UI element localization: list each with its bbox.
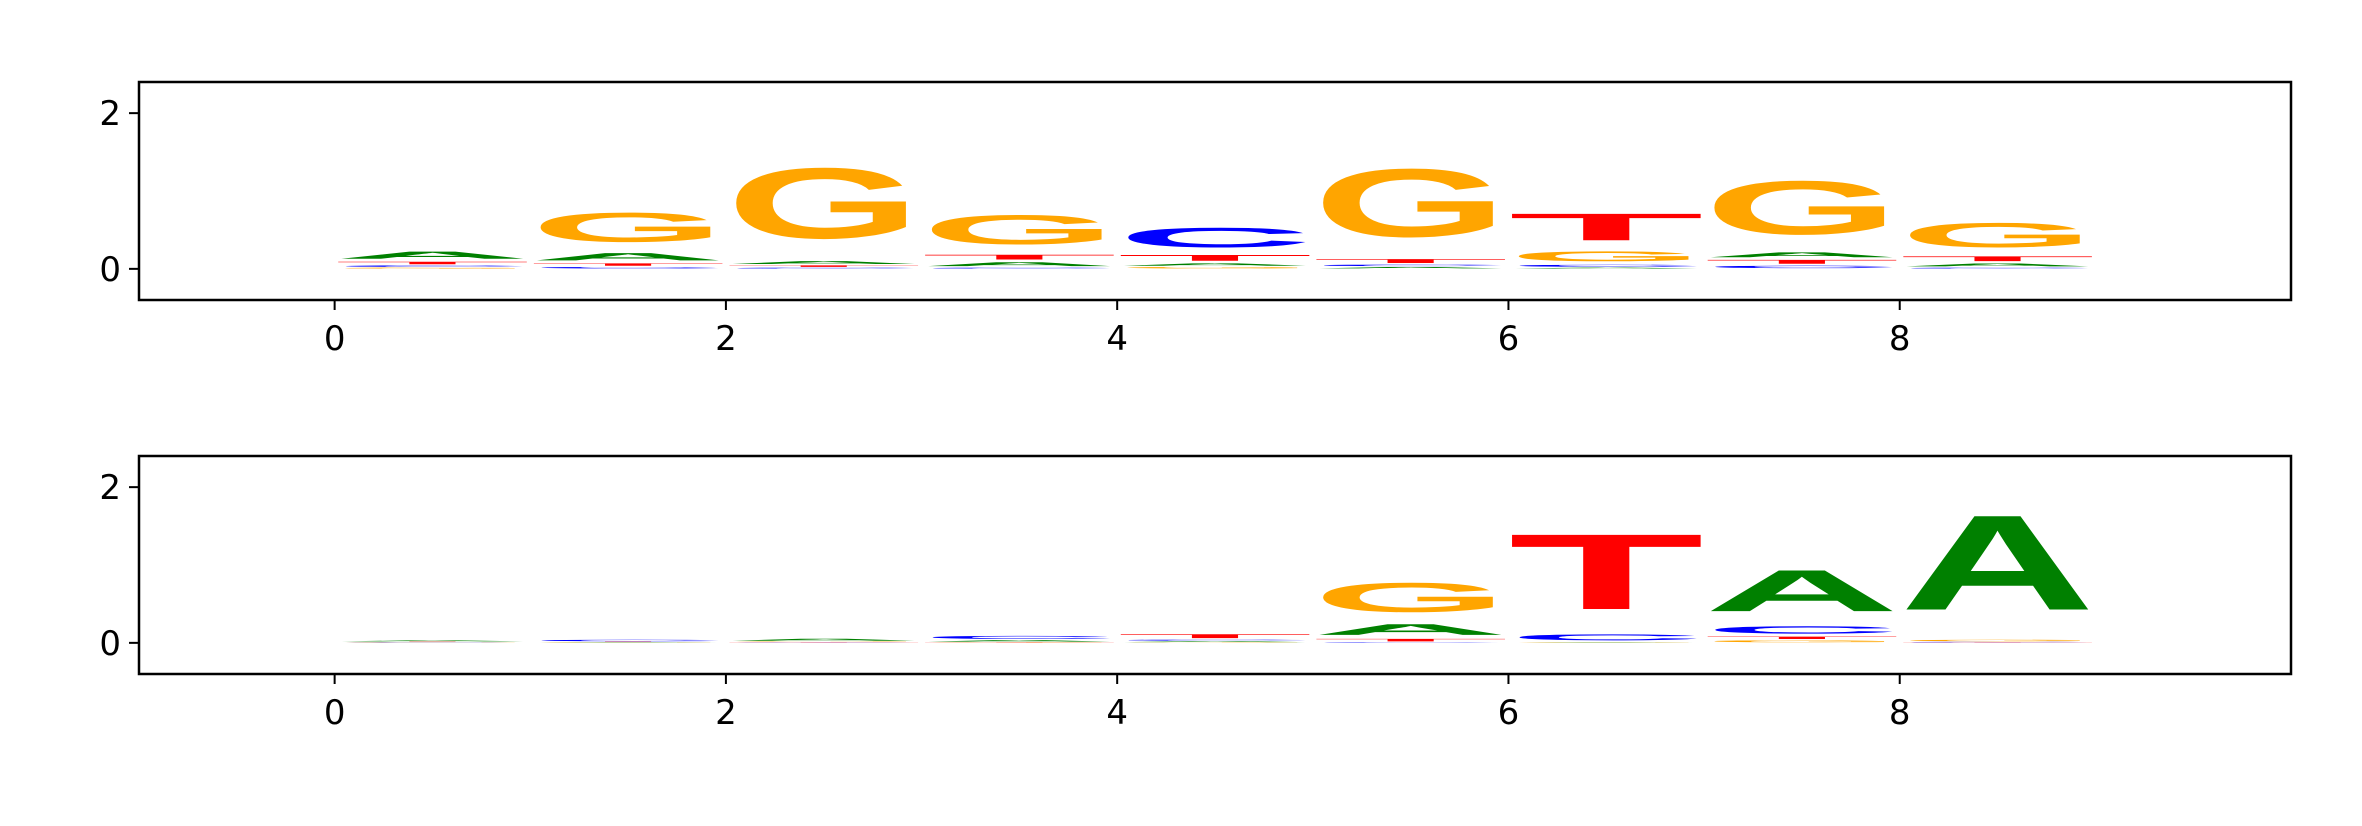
x-tick-label: 8 [1889,319,1911,359]
y-tick-label: 2 [99,468,121,508]
letter-glyph: G [726,147,922,260]
letter-glyph: G [726,641,922,642]
axes-frame [137,80,2293,302]
y-tick-label: 0 [99,250,121,290]
letter-glyph: G [922,207,1118,254]
letter-glyph: T [1900,255,2096,263]
axes-frame [137,454,2293,676]
x-tick-label: 8 [1889,693,1911,733]
letter-glyph: C [530,267,726,269]
y-tick-label: 2 [99,94,121,134]
letter-glyph: T [1704,636,1900,640]
letter-glyph: A [1900,487,2096,638]
letter-glyph: G [1900,216,2096,255]
letter-glyph: C [1313,264,1509,266]
letter-glyph: A [922,640,1118,642]
letter-glyph: C [1704,624,1900,636]
letter-glyph: C [530,639,726,641]
letter-glyph: G [530,204,726,251]
letter-glyph: G [1313,149,1509,258]
letter-glyph: G [1900,639,2096,641]
x-tick-label: 0 [324,319,346,359]
x-tick-label: 4 [1106,319,1128,359]
letter-glyph: G [1508,249,1704,265]
x-tick-label: 0 [324,693,346,733]
letter-glyph: A [1508,267,1704,269]
letter-glyph: A [335,640,531,642]
x-tick-label: 6 [1498,693,1520,733]
letter-glyph: A [1704,558,1900,624]
letter-glyph: G [1117,267,1313,269]
letter-glyph: C [726,267,922,269]
letter-glyph: T [1508,206,1704,249]
letter-glyph: A [1117,641,1313,643]
letter-glyph: G [1704,165,1900,250]
letter-glyph: T [922,253,1118,261]
letter-glyph: A [1900,263,2096,268]
y-tick-label: 0 [99,624,121,664]
letter-glyph: G [1704,640,1900,643]
letter-glyph: T [1313,258,1509,264]
letter-glyph: C [922,267,1118,269]
letter-glyph: G [1313,574,1509,621]
letter-glyph: T [1313,638,1509,642]
letter-glyph: T [1508,512,1704,632]
letter-glyph: C [1508,264,1704,267]
letter-glyph: C [1508,633,1704,642]
letter-glyph: A [1704,251,1900,259]
x-tick-label: 2 [715,319,737,359]
letter-glyph: A [530,251,726,263]
letter-glyph: A [1117,263,1313,267]
letter-glyph: C [1704,265,1900,269]
letter-glyph: A [726,638,922,641]
x-tick-label: 6 [1498,319,1520,359]
letter-glyph: A [1313,621,1509,638]
letter-glyph: G [335,267,531,269]
letter-glyph: T [1117,633,1313,639]
letter-glyph: A [335,249,531,261]
x-tick-label: 2 [715,693,737,733]
letter-glyph: A [726,260,922,265]
x-tick-label: 4 [1106,693,1128,733]
letter-glyph: T [1117,253,1313,262]
letter-glyph: T [530,263,726,267]
letter-glyph: C [1117,639,1313,641]
letter-glyph: T [726,265,922,267]
letter-glyph: C [922,635,1118,640]
letter-glyph: C [1313,642,1509,643]
letter-glyph: C [1900,267,2096,269]
letter-glyph: C [335,265,531,267]
letter-glyph: C [1117,222,1313,253]
letter-glyph: C [1900,642,2096,643]
letter-glyph: A [1313,267,1509,269]
letter-glyph: T [335,261,531,265]
letter-glyph: T [1704,259,1900,265]
letter-glyph: A [922,261,1118,267]
